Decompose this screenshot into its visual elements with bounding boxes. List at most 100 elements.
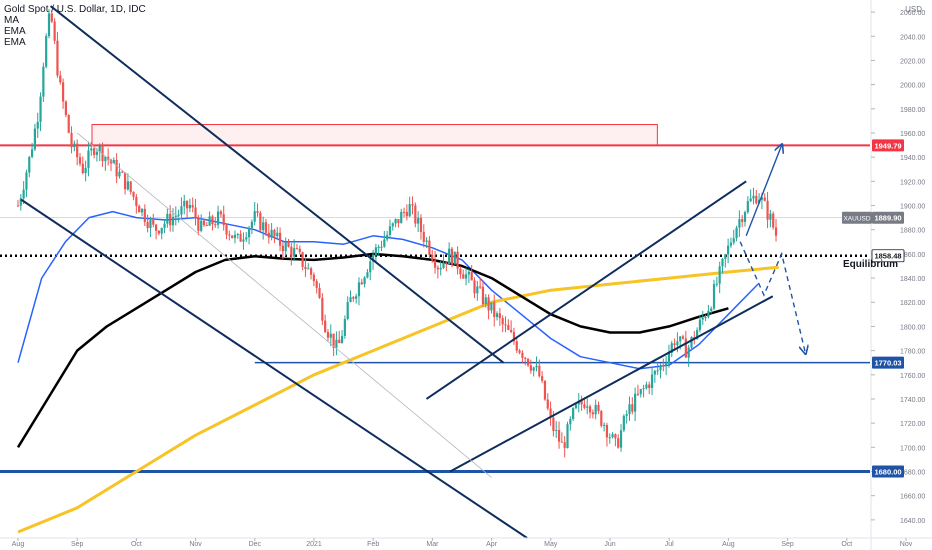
candle-body [19, 198, 22, 206]
candle-body [343, 318, 346, 336]
candle-body [552, 417, 555, 431]
indicator-lines [16, 210, 779, 534]
candle-body [22, 189, 25, 199]
equilibrium-label: Equilibrium [843, 259, 898, 270]
candle-body [572, 408, 575, 419]
x-tick-label: Aug [722, 541, 735, 548]
y-tick-label: 2040.00 [900, 34, 925, 41]
x-tick-label: Oct [131, 541, 142, 548]
candle-body [366, 272, 369, 278]
trendlines [20, 5, 774, 539]
candle-body [169, 213, 172, 226]
candle-body [70, 132, 73, 148]
candle-body [16, 205, 20, 207]
equilibrium-label-bg [871, 249, 905, 263]
symbol-label-bg [842, 211, 872, 224]
candle-body [329, 333, 332, 338]
candle-body [408, 204, 411, 217]
candle-body [518, 350, 521, 353]
candle-body [326, 332, 330, 338]
candle-body [115, 160, 118, 177]
candle-body [123, 172, 127, 190]
candle-body [236, 233, 239, 235]
candle-body [746, 201, 749, 213]
candle-body [225, 225, 228, 235]
candle-body [270, 229, 273, 238]
legend-indicator-ema-1: EMA [4, 26, 26, 37]
candle-body [383, 239, 386, 247]
candle-body [498, 313, 501, 319]
symbol-label: XAUUSD [843, 216, 870, 223]
candle-body [233, 234, 237, 239]
candle-body [87, 150, 90, 169]
candle-body [340, 335, 344, 344]
chart-legend: Gold Spot / U.S. Dollar, 1D, IDC MA EMA … [4, 4, 146, 48]
candle-body [90, 148, 93, 151]
candle-body [484, 297, 487, 305]
candle-body [414, 205, 417, 224]
candle-body [524, 357, 527, 359]
candle-body [84, 168, 87, 174]
candle-body [760, 197, 764, 200]
candle-body [36, 121, 39, 129]
candle-body [622, 415, 625, 431]
x-tick-label: Aug [12, 541, 25, 548]
candle-body [487, 297, 490, 311]
candle-body [346, 302, 349, 319]
candle-body [681, 336, 685, 339]
y-tick-label: 1680.00 [900, 470, 925, 477]
candle-body [749, 198, 752, 202]
candle-body [363, 277, 366, 285]
candle-body [442, 262, 445, 268]
candle-body [659, 365, 662, 371]
candle-body [665, 363, 668, 367]
candle-body [112, 160, 115, 164]
y-tick-label: 1840.00 [900, 276, 925, 283]
candle-body [386, 234, 389, 240]
candle-body [512, 332, 516, 342]
candle-body [355, 296, 358, 299]
y-tick-label: 1900.00 [900, 204, 925, 211]
supply-zone [91, 124, 658, 146]
candle-body [718, 266, 721, 284]
candle-body [180, 206, 183, 215]
candle-body [698, 319, 702, 331]
y-tick-label: 1740.00 [900, 397, 925, 404]
candle-body [307, 268, 310, 270]
candle-body [56, 40, 59, 76]
candle-body [743, 212, 747, 222]
currency-label: USD [905, 5, 922, 14]
candle-body [763, 197, 766, 201]
x-tick-label: Nov [189, 541, 202, 548]
candle-body [216, 211, 220, 225]
candle-body [591, 412, 594, 415]
candle-body [422, 231, 425, 242]
candle-body [264, 222, 268, 233]
candle-body [603, 424, 606, 426]
candle-body [81, 163, 84, 174]
candle-body [318, 287, 321, 298]
y-tick-label: 1980.00 [900, 107, 925, 114]
candle-body [650, 374, 654, 388]
y-tick-label: 2020.00 [900, 58, 925, 65]
candle-body [769, 213, 772, 220]
candle-body [459, 268, 462, 275]
candle-body [154, 224, 158, 231]
candle-body [417, 217, 420, 224]
candle-body [476, 286, 479, 294]
x-tick-label: Sep [71, 541, 84, 548]
candle-body [73, 143, 76, 148]
candle-body [335, 339, 338, 348]
candle-body [321, 297, 324, 321]
chart-title: Gold Spot / U.S. Dollar, 1D, IDC [4, 4, 146, 15]
x-tick-label: Feb [367, 541, 379, 548]
candle-body [39, 96, 42, 122]
candle-body [433, 260, 437, 268]
ema-slow-line [17, 265, 779, 534]
candle-body [95, 151, 99, 155]
bullish-projection [745, 145, 782, 237]
candle-body [411, 204, 414, 206]
x-tick-label: 2021 [306, 541, 322, 548]
candle-body [388, 226, 392, 235]
candle-body [515, 341, 518, 351]
